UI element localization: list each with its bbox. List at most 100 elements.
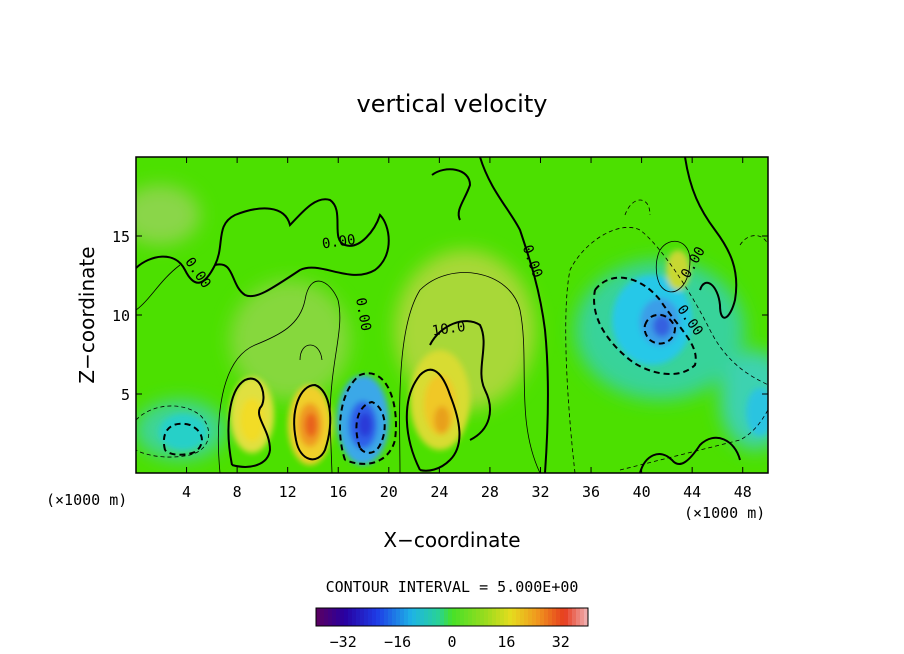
colorbar-segment <box>504 608 509 626</box>
contour-thick-dashed-5 <box>162 422 203 456</box>
field-patch-upper-left <box>136 185 200 245</box>
colorbar-segment <box>500 608 505 626</box>
x-tick-label: 32 <box>531 483 549 501</box>
x-tick-label: 24 <box>430 483 448 501</box>
field-core-downdraft-1-peak <box>358 413 372 437</box>
colorbar-segment <box>392 608 397 626</box>
y-tick-label: 10 <box>112 307 130 325</box>
colorbar-segment <box>416 608 421 626</box>
colorbar-tick-label: −16 <box>384 633 411 651</box>
colorbar-segment <box>488 608 493 626</box>
colorbar-segment <box>364 608 369 626</box>
contour-thick-2 <box>227 377 272 468</box>
x-tick-label: 28 <box>481 483 499 501</box>
colorbar-segment <box>544 608 549 626</box>
field-core-updraft-3-peak <box>305 413 317 437</box>
contour-thin-2 <box>399 272 541 473</box>
x-tick-label: 44 <box>683 483 701 501</box>
colorbar-segment <box>408 608 413 626</box>
contour-thick-1 <box>136 198 390 298</box>
colorbar-segment <box>448 608 453 626</box>
colorbar-segment <box>404 608 409 626</box>
colorbar-segment <box>440 608 445 626</box>
colorbar-segment <box>520 608 525 626</box>
contour-thin-5 <box>655 240 691 293</box>
colorbar-segment <box>508 608 513 626</box>
colorbar-segment <box>380 608 385 626</box>
contour-thin-3 <box>299 344 323 361</box>
colorbar-segment <box>532 608 537 626</box>
field-core-downdraft-3 <box>159 414 207 450</box>
colorbar-segment <box>516 608 521 626</box>
y-axis: 5 10 15 <box>112 228 768 404</box>
colorbar-segment <box>584 608 589 626</box>
colorbar-segment <box>476 608 481 626</box>
contour-thick-3 <box>293 383 332 461</box>
colorbar-segment <box>512 608 517 626</box>
colorbar-segment <box>564 608 569 626</box>
colorbar-segment <box>560 608 565 626</box>
colorbar-segment <box>316 608 321 626</box>
colorbar-segment <box>360 608 365 626</box>
y-tick-label: 15 <box>112 228 130 246</box>
colorbar-segment <box>396 608 401 626</box>
colorbar-segment <box>424 608 429 626</box>
contour-dashed-thin-1 <box>565 227 768 473</box>
field-core-downdraft-2-peak <box>653 315 671 337</box>
colorbar-segment <box>320 608 325 626</box>
contour-thick-9 <box>431 168 472 221</box>
field-core-updraft-4-peak <box>434 406 450 434</box>
colorbar-segment <box>432 608 437 626</box>
colorbar-segment <box>444 608 449 626</box>
x-axis-label: X−coordinate <box>383 528 520 552</box>
x-tick-label: 20 <box>380 483 398 501</box>
contour-thick-dashed-3 <box>593 276 697 376</box>
chart-title: vertical velocity <box>357 90 548 118</box>
colorbar-segment <box>344 608 349 626</box>
colorbar-segment <box>328 608 333 626</box>
x-tick-label: 16 <box>329 483 347 501</box>
colorbar-segment <box>428 608 433 626</box>
colorbar-segment <box>548 608 553 626</box>
contour-dashed-thin-2 <box>136 405 210 458</box>
field-core-updraft-2 <box>240 398 264 442</box>
contour-thin-1 <box>217 280 341 473</box>
colorbar-segment <box>340 608 345 626</box>
contour-thick-dashed-1 <box>339 372 397 465</box>
colorbar-segment <box>412 608 417 626</box>
colorbar-segment <box>400 608 405 626</box>
x-unit-label-left: (×1000 m) <box>46 491 127 509</box>
colorbar-segment <box>368 608 373 626</box>
colorbar-tick-label: 16 <box>497 633 515 651</box>
colorbar-segment <box>332 608 337 626</box>
field-core-updraft-5 <box>666 250 690 290</box>
colorbar-segment <box>468 608 473 626</box>
colorbar-segment <box>336 608 341 626</box>
contour-label: 0.00 <box>352 296 374 332</box>
x-tick-label: 48 <box>734 483 752 501</box>
colorbar-segment <box>472 608 477 626</box>
colorbar-segment <box>528 608 533 626</box>
colorbar-segment <box>496 608 501 626</box>
contour-thick-6 <box>639 436 741 473</box>
colorbar-ticks: −32 −16 0 16 32 <box>330 633 570 651</box>
contour-thick-5 <box>429 320 491 441</box>
x-tick-label: 8 <box>233 483 242 501</box>
colorbar-segment <box>552 608 557 626</box>
colorbar-segment <box>568 608 573 626</box>
colorbar-frame <box>315 607 589 627</box>
contour-label: 10.0 <box>431 319 467 340</box>
colorbar-tick-label: 0 <box>447 633 456 651</box>
contour-thick-7 <box>684 157 738 319</box>
colorbar-segment <box>420 608 425 626</box>
colorbar-segment <box>372 608 377 626</box>
colorbar-segment <box>460 608 465 626</box>
contour-thick-4 <box>405 368 461 472</box>
colorbar-segment <box>484 608 489 626</box>
colorbar-segment <box>556 608 561 626</box>
contour-thick-dashed-2 <box>355 400 386 454</box>
colorbar-tick-label: −32 <box>330 633 357 651</box>
colorbar-segment <box>452 608 457 626</box>
contour-dashed-thin-5 <box>739 235 768 246</box>
